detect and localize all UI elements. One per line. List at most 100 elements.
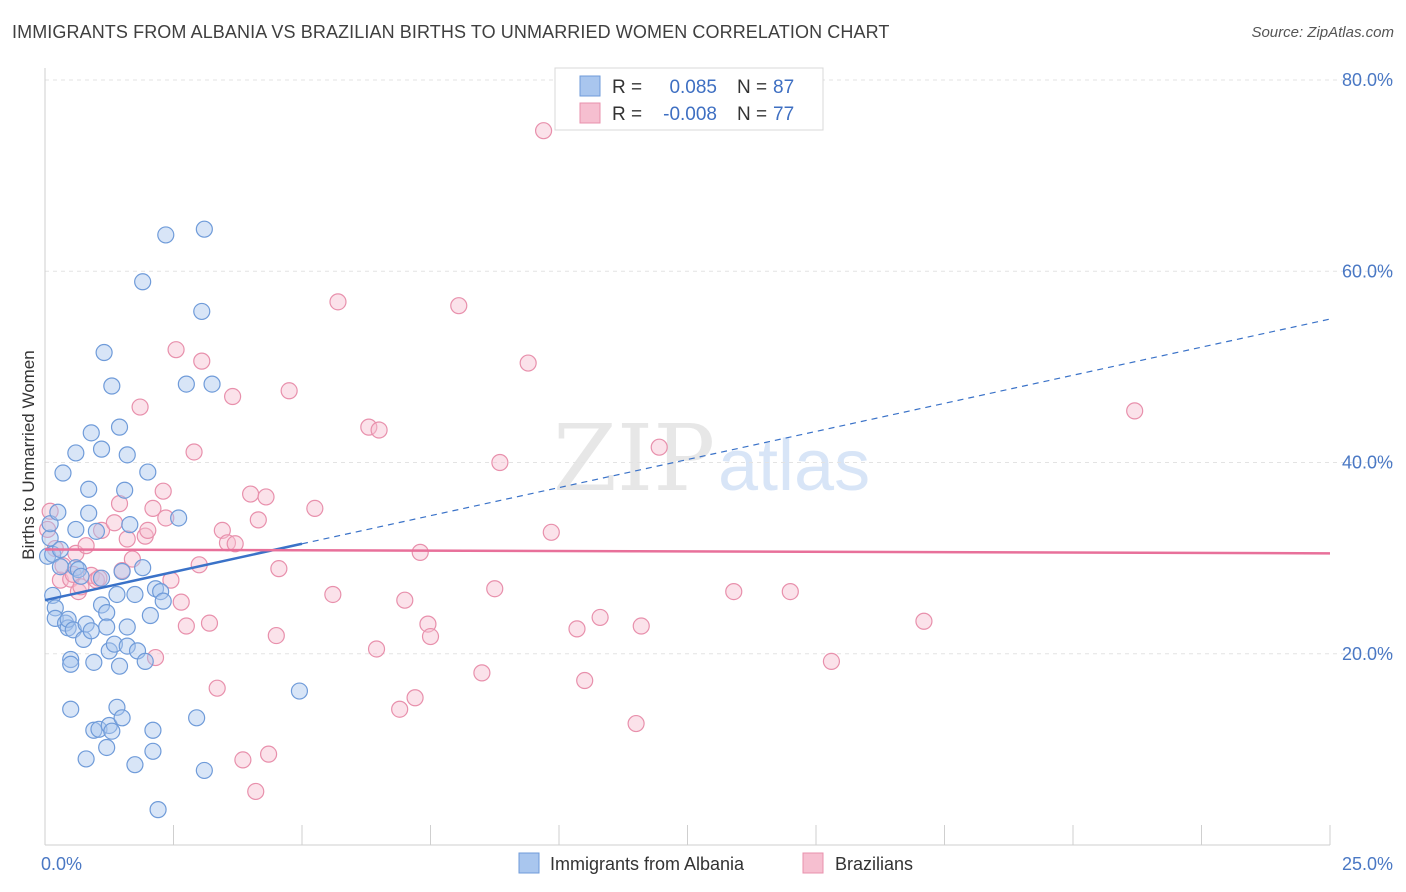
- albania-point: [144, 742, 162, 760]
- bottom-legend: Immigrants from Albania Brazilians: [518, 852, 913, 874]
- albania-point: [98, 604, 116, 622]
- albania-trend-line: [44, 542, 303, 602]
- albania-point: [54, 464, 72, 482]
- albania-point: [80, 480, 98, 498]
- albania-point: [103, 722, 121, 740]
- brazil-point: [259, 745, 278, 763]
- albania-point: [126, 585, 144, 604]
- albania-point: [152, 582, 170, 601]
- albania-point: [77, 750, 95, 768]
- x-tick-labels: 0.0% 25.0%: [41, 854, 1393, 874]
- albania-point: [113, 709, 131, 727]
- watermark-atlas: atlas: [718, 426, 870, 506]
- brazil-point: [257, 488, 275, 506]
- albania-point: [118, 637, 136, 655]
- brazil-point: [406, 689, 424, 707]
- albania-point: [134, 273, 152, 291]
- brazil-point: [491, 453, 509, 472]
- brazil-point: [473, 664, 491, 682]
- albania-point: [62, 650, 80, 669]
- brazil-point: [146, 648, 165, 667]
- brazil-point: [280, 382, 298, 400]
- albania-point: [141, 606, 159, 625]
- albania-point: [177, 375, 195, 393]
- brazil-point: [185, 443, 203, 461]
- brazil-point: [226, 535, 244, 553]
- brazil-point: [267, 626, 285, 645]
- albania-point: [85, 721, 103, 739]
- bottom-legend-brazil: Brazilians: [835, 854, 913, 874]
- brazil-point: [450, 297, 468, 315]
- brazil-point: [411, 543, 429, 561]
- legend-swatch-brazil: [579, 102, 601, 124]
- legend-brazil-n-value: 77: [773, 104, 794, 125]
- y-axis-label: Births to Unmarried Women: [19, 350, 38, 559]
- albania-point: [195, 220, 213, 238]
- albania-point: [62, 655, 80, 673]
- brazil-point: [329, 293, 347, 311]
- albania-point: [290, 682, 309, 700]
- albania-point: [85, 653, 103, 671]
- brazil-trend-line: [44, 548, 1331, 555]
- brazil-point: [144, 499, 162, 517]
- x-tick-label: 0.0%: [41, 854, 82, 874]
- albania-points: [38, 220, 309, 819]
- brazil-point: [370, 421, 388, 439]
- brazil-point: [1126, 402, 1144, 420]
- albania-point: [46, 609, 64, 627]
- albania-point: [113, 562, 131, 581]
- brazil-point: [915, 612, 933, 630]
- brazil-point: [632, 617, 650, 635]
- albania-point: [98, 618, 116, 636]
- y-tick-label: 80.0%: [1342, 70, 1393, 90]
- brazil-point: [391, 700, 409, 718]
- albania-point: [80, 504, 98, 522]
- albania-point: [193, 302, 211, 321]
- brazil-point: [421, 627, 440, 646]
- brazil-point: [208, 679, 226, 697]
- albania-point: [195, 761, 213, 780]
- albania-point: [82, 622, 100, 640]
- albania-point: [144, 721, 162, 739]
- brazil-point: [224, 387, 242, 406]
- y-tick-label: 20.0%: [1342, 644, 1393, 664]
- chart-title: IMMIGRANTS FROM ALBANIA VS BRAZILIAN BIR…: [12, 22, 890, 42]
- brazil-point: [534, 122, 553, 140]
- albania-point: [110, 418, 129, 436]
- legend-brazil-r-value: -0.008: [663, 104, 717, 125]
- brazil-point: [396, 591, 414, 609]
- brazil-point: [139, 521, 157, 539]
- y-tick-label: 60.0%: [1342, 261, 1393, 281]
- albania-point: [188, 709, 206, 727]
- albania-point: [87, 522, 106, 540]
- albania-point: [126, 756, 144, 774]
- albania-point: [121, 516, 139, 534]
- albania-point: [72, 567, 90, 585]
- top-legend: R = 0.085 N = 87 R = -0.008 N = 77: [554, 67, 824, 131]
- albania-point: [118, 618, 136, 636]
- albania-point: [92, 569, 111, 587]
- brazil-point: [177, 617, 195, 635]
- brazil-point: [92, 521, 111, 539]
- albania-point: [62, 700, 80, 718]
- albania-point: [103, 377, 121, 395]
- brazil-point: [242, 485, 260, 503]
- brazil-point: [234, 751, 252, 769]
- brazil-point: [486, 580, 504, 598]
- brazil-point: [822, 652, 841, 671]
- albania-point: [154, 592, 172, 610]
- brazil-point: [172, 593, 190, 611]
- albania-point: [95, 343, 113, 362]
- x-tick-label: 25.0%: [1342, 854, 1393, 874]
- albania-point: [110, 657, 129, 675]
- bottom-legend-albania: Immigrants from Albania: [550, 854, 745, 874]
- albania-point: [108, 698, 126, 716]
- legend-swatch-albania: [579, 75, 601, 97]
- albania-point: [67, 559, 85, 577]
- brazil-point: [157, 509, 175, 527]
- albania-point: [82, 424, 100, 442]
- axes: [44, 68, 1331, 846]
- source-label: Source: ZipAtlas.com: [1251, 24, 1394, 41]
- brazil-point: [249, 511, 267, 529]
- legend-albania-n-label: N =: [737, 77, 767, 98]
